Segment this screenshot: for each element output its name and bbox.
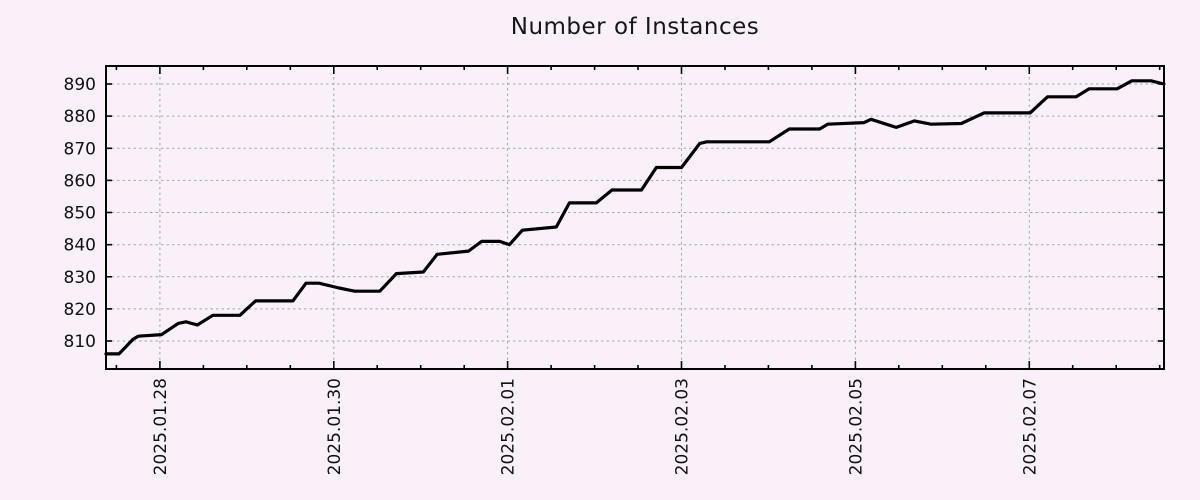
y-tick-label: 880 [64, 107, 96, 127]
y-tick-label: 810 [64, 332, 96, 352]
x-tick-label: 2025.01.28 [151, 378, 171, 475]
y-tick-label: 860 [64, 171, 96, 191]
chart-title: Number of Instances [510, 14, 760, 40]
x-tick-label: 2025.01.30 [325, 378, 345, 475]
y-tick-label: 870 [64, 139, 96, 159]
y-tick-label: 820 [64, 300, 96, 320]
series-line-instances [104, 79, 1166, 356]
x-tick-label: 2025.02.03 [673, 378, 693, 475]
x-tick-label: 2025.02.05 [846, 378, 866, 475]
x-tick-label: 2025.02.01 [499, 378, 519, 475]
y-tick-label: 850 [64, 204, 96, 224]
plot-border [105, 65, 1165, 370]
x-tick-label: 2025.02.07 [1020, 378, 1040, 475]
y-tick-label: 890 [64, 75, 96, 95]
y-tick-label: 840 [64, 236, 96, 256]
y-tick-label: 830 [64, 268, 96, 288]
